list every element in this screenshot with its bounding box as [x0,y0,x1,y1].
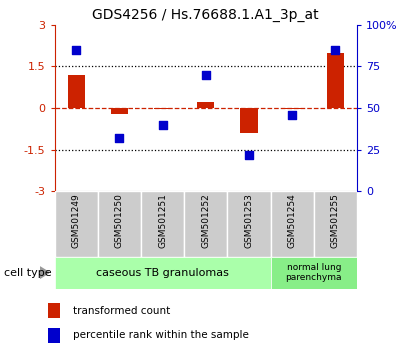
Bar [227,191,270,257]
Bar [327,52,344,108]
Point [246,152,252,158]
Text: caseous TB granulomas: caseous TB granulomas [96,268,229,278]
Title: GDS4256 / Hs.76688.1.A1_3p_at: GDS4256 / Hs.76688.1.A1_3p_at [92,8,319,22]
Point [159,122,166,127]
Text: normal lung
parenchyma: normal lung parenchyma [286,263,342,282]
Text: GSM501253: GSM501253 [244,193,254,248]
Bar [98,191,141,257]
Bar [48,328,60,343]
Bar [197,102,215,108]
Text: GSM501251: GSM501251 [158,193,167,248]
Text: GSM501252: GSM501252 [201,193,210,248]
Polygon shape [40,267,49,278]
Bar [154,108,171,109]
Text: transformed count: transformed count [73,306,170,315]
Point [116,135,123,141]
Text: GSM501249: GSM501249 [72,193,81,248]
Text: percentile rank within the sample: percentile rank within the sample [73,330,249,340]
Bar [48,303,60,318]
Bar [270,257,357,289]
Bar [55,191,98,257]
Point [289,112,296,118]
Point [73,47,79,53]
Bar [111,108,128,114]
Bar [284,108,301,109]
Bar [184,191,227,257]
Bar [314,191,357,257]
Bar [55,257,270,289]
Bar [270,191,314,257]
Text: GSM501254: GSM501254 [288,193,297,248]
Bar [240,108,257,133]
Point [202,72,209,78]
Bar [68,75,85,108]
Text: GSM501250: GSM501250 [115,193,124,248]
Text: GSM501255: GSM501255 [331,193,340,248]
Point [332,47,339,53]
Bar [141,191,184,257]
Text: cell type: cell type [4,268,52,278]
